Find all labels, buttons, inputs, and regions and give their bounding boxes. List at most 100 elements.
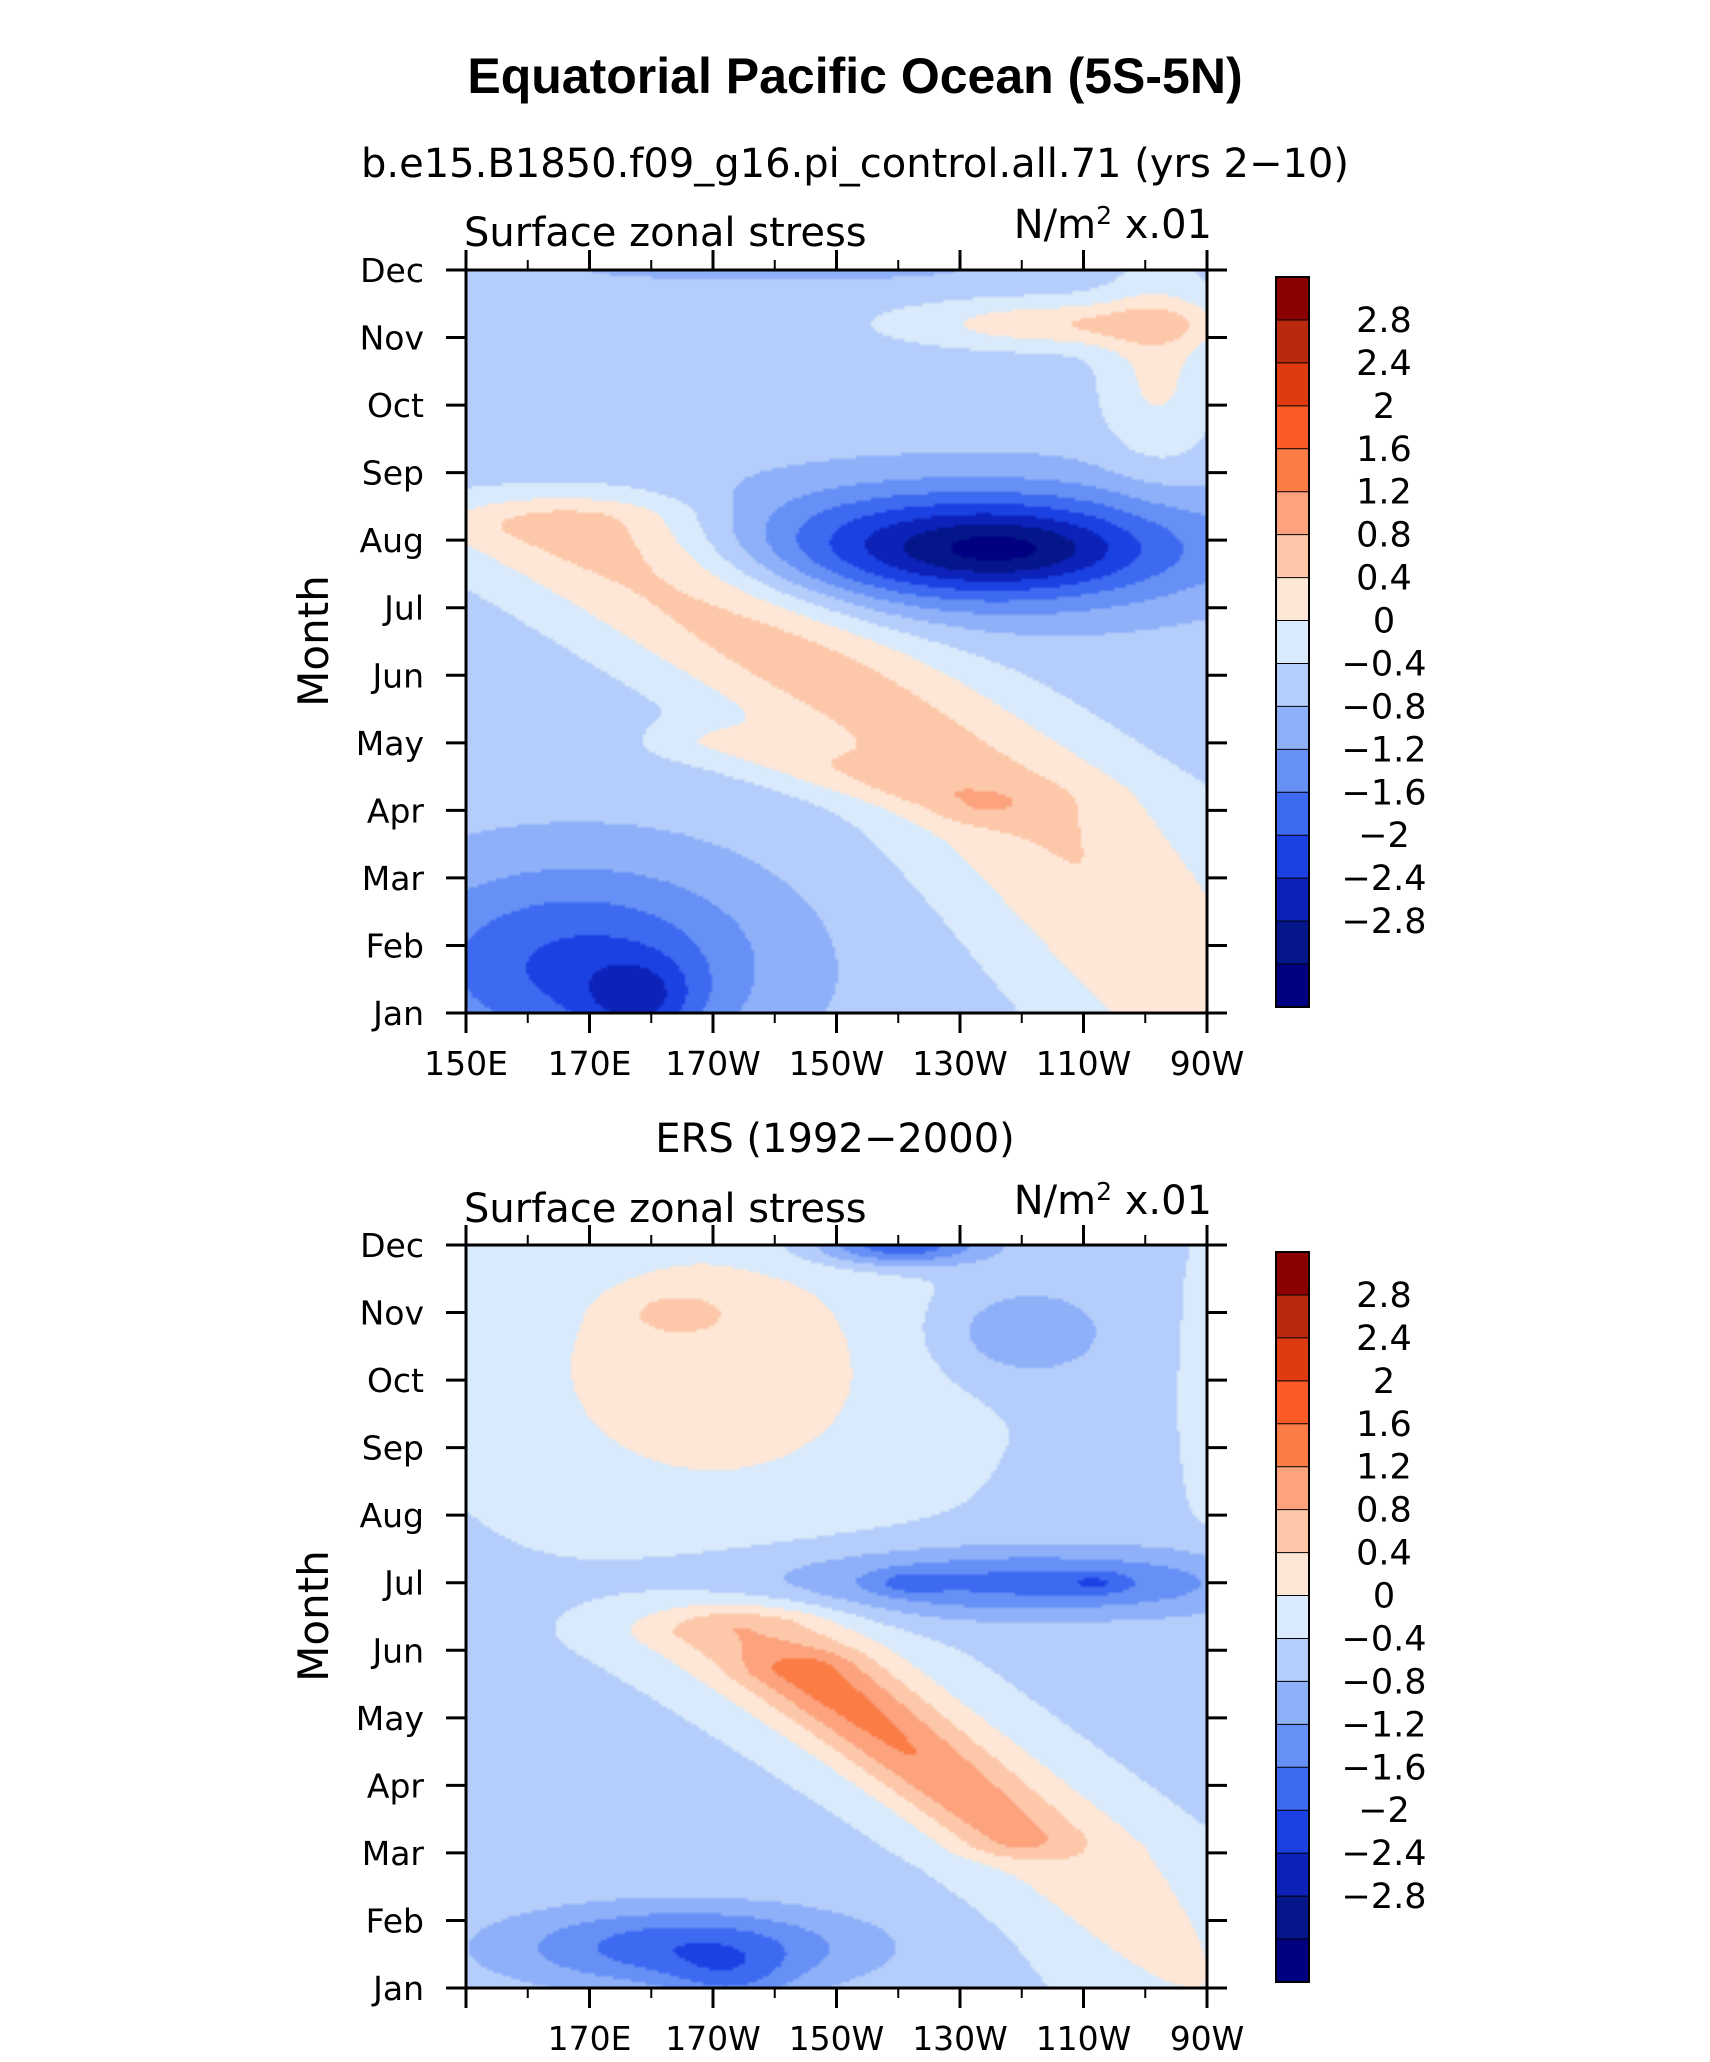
x-tick-label: 90W [1170,2019,1245,2058]
y-tick-label: Feb [366,1901,424,1940]
colorbar-frame [1275,1251,1310,1983]
panel-observed-units-label: N/m2 x.01 [1014,1177,1212,1224]
colorbar-frame [1275,276,1310,1008]
colorbar-swatch [1276,792,1309,836]
x-tick-label: 150W [789,2019,885,2058]
panel-observed-y-axis-label: Month [289,1550,338,1682]
colorbar-label: 0 [1373,1577,1395,1617]
panel-observed-subtitle: ERS (1992−2000) [655,1116,1015,1162]
colorbar-label: 0 [1373,602,1395,642]
colorbar-swatch [1276,1939,1309,1983]
colorbar-label: −0.4 [1342,644,1427,684]
colorbar-swatch [1276,577,1309,622]
colorbar-label: 1.6 [1356,430,1412,470]
y-tick-label: Aug [360,1496,424,1535]
panel-model-contour-field [466,270,1207,1013]
colorbar-label: 0.8 [1356,516,1412,556]
colorbar-swatch [1276,491,1309,536]
figure-title: Equatorial Pacific Ocean (5S-5N) [467,48,1242,104]
x-tick-label: 110W [1036,2019,1132,2058]
panel-model-variable-label: Surface zonal stress [464,210,867,256]
panel-model-colorbar: 2.82.421.61.20.80.40−0.4−0.8−1.2−1.6−2−2… [1275,276,1427,1008]
colorbar-swatch [1276,835,1309,879]
colorbar-swatch [1276,1552,1309,1597]
colorbar-swatch [1276,1681,1309,1725]
colorbar-swatch [1276,620,1309,664]
x-tick-label: 170E [548,1044,632,1083]
y-tick-label: Jan [371,994,424,1033]
panel-observed-variable-label: Surface zonal stress [464,1186,867,1232]
y-tick-label: May [356,724,424,763]
colorbar-swatch [1276,1853,1309,1897]
panel-model-y-axis-label: Month [289,575,338,707]
colorbar-label: −2.8 [1342,902,1427,942]
colorbar-label: 0.4 [1356,1534,1412,1574]
colorbar-swatch [1276,1252,1309,1296]
colorbar-label: 2 [1373,387,1395,427]
colorbar-label: 0.4 [1356,559,1412,599]
colorbar-swatch [1276,1509,1309,1554]
y-tick-label: Jan [371,1969,424,2008]
colorbar-swatch [1276,448,1309,493]
colorbar-label: −1.6 [1342,1748,1427,1788]
colorbar-label: 2.8 [1356,301,1412,341]
colorbar-swatch [1276,878,1309,922]
colorbar-swatch [1276,1595,1309,1639]
y-tick-label: Sep [362,1429,424,1468]
colorbar-swatch [1276,1466,1309,1511]
colorbar-swatch [1276,362,1309,407]
colorbar-label: 2.8 [1356,1276,1412,1316]
colorbar-label: 2.4 [1356,344,1412,384]
y-tick-label: Mar [362,859,425,898]
colorbar-label: −0.8 [1342,1662,1427,1702]
y-tick-label: Jun [370,656,424,695]
colorbar-swatch [1276,319,1309,364]
colorbar-label: −2.4 [1342,1834,1427,1874]
colorbar-swatch [1276,706,1309,750]
x-tick-label: 90W [1170,1044,1245,1083]
y-tick-label: Aug [360,521,424,560]
y-tick-label: Nov [360,1294,424,1333]
colorbar-swatch [1276,277,1309,321]
colorbar-swatch [1276,1294,1309,1339]
y-tick-label: Dec [360,251,424,290]
colorbar-swatch [1276,1767,1309,1811]
colorbar-swatch [1276,1896,1309,1940]
x-tick-label: 170W [665,1044,761,1083]
colorbar-swatch [1276,749,1309,793]
colorbar-label: −2.8 [1342,1877,1427,1917]
colorbar-swatch [1276,1423,1309,1468]
colorbar-label: 2.4 [1356,1319,1412,1359]
y-tick-label: Apr [367,1766,425,1805]
colorbar-swatch [1276,405,1309,450]
y-tick-label: Oct [367,1361,424,1400]
colorbar-label: 2 [1373,1362,1395,1402]
colorbar-label: 1.6 [1356,1405,1412,1445]
x-tick-label: 170W [665,2019,761,2058]
colorbar-label: −2.4 [1342,859,1427,899]
colorbar-label: −2 [1358,816,1410,856]
x-tick-label: 130W [912,1044,1008,1083]
colorbar-label: −2 [1358,1791,1410,1831]
colorbar-label: 1.2 [1356,473,1412,513]
y-tick-label: Apr [367,791,425,830]
colorbar-swatch [1276,534,1309,579]
colorbar-label: −1.2 [1342,1705,1427,1745]
colorbar-label: 1.2 [1356,1448,1412,1488]
x-tick-label: 110W [1036,1044,1132,1083]
colorbar-label: 0.8 [1356,1491,1412,1531]
colorbar-swatch [1276,964,1309,1008]
panel-model-axes: Jan Feb Mar Apr May Jun Jul Aug Sep Oct Nov Dec 150E… [356,250,1245,1083]
y-tick-label: Jun [370,1631,424,1670]
x-tick-label: 150W [789,1044,885,1083]
panel-model: b.e15.B1850.f09_g16.pi_control.all.71 (y… [289,141,1427,1083]
colorbar-label: −0.4 [1342,1619,1427,1659]
colorbar-swatch [1276,1724,1309,1768]
colorbar-swatch [1276,1810,1309,1854]
colorbar-swatch [1276,1638,1309,1682]
panel-observed-colorbar: 2.82.421.61.20.80.40−0.4−0.8−1.2−1.6−2−2… [1275,1251,1427,1983]
panel-model-units-label: N/m2 x.01 [1014,201,1212,248]
colorbar-label: −0.8 [1342,687,1427,727]
panel-observed-contour-field [466,1245,1207,1988]
